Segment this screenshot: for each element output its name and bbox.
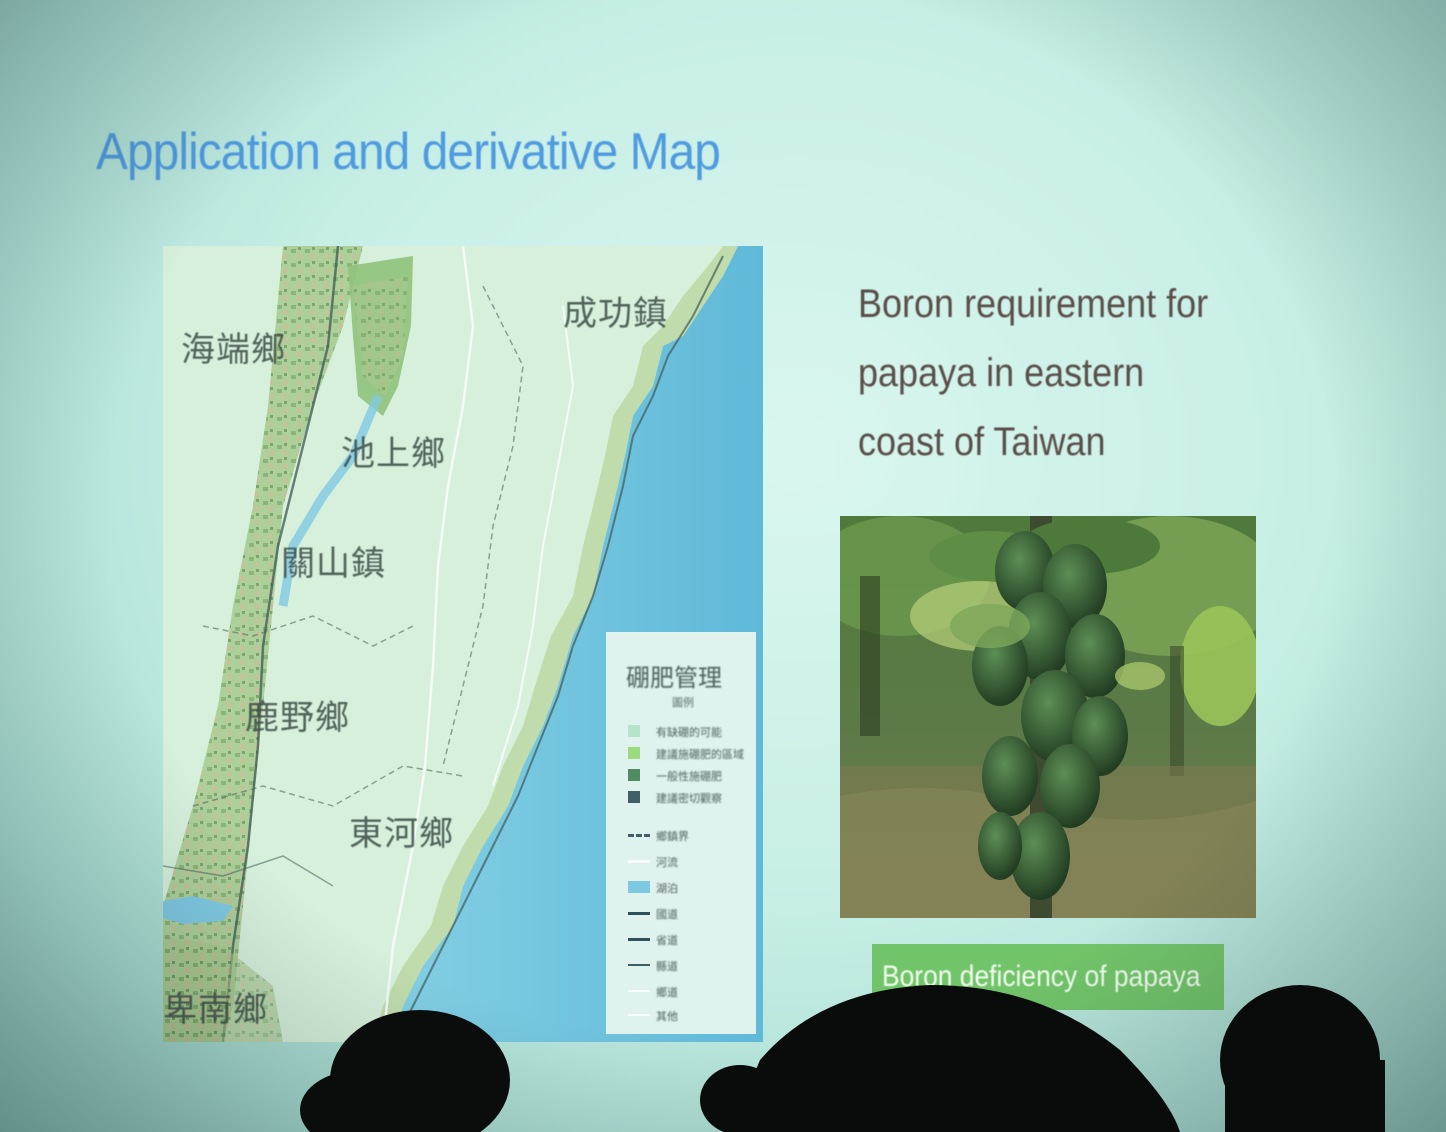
legend-label: 建議施硼肥的區域 (656, 749, 744, 761)
papaya-photo (840, 516, 1256, 918)
legend-line (628, 990, 650, 992)
legend-label: 鄉鎮界 (656, 831, 689, 843)
map-legend: 硼肥管理 圖例 有缺硼的可能 建議施硼肥的區域 一般性施硼肥 建議密切觀察 鄉鎮… (606, 632, 756, 1034)
map-label-chenggong: 成功鎮 (563, 295, 668, 333)
map-label-haiduan: 海端鄉 (181, 331, 286, 369)
legend-line (628, 964, 650, 966)
photo-caption-text: Boron deficiency of papaya (882, 960, 1201, 993)
legend-line (628, 938, 650, 941)
legend-label: 鄉道 (656, 987, 678, 999)
legend-item: 一般性施硼肥 (628, 768, 738, 783)
legend-label: 國道 (656, 909, 678, 921)
legend-label: 有缺硼的可能 (656, 727, 722, 739)
legend-label: 省道 (656, 935, 678, 947)
legend-item: 建議密切觀察 (628, 790, 738, 805)
legend-item: 建議施硼肥的區域 (628, 746, 744, 761)
legend-swatch (628, 747, 640, 759)
slide-title: Application and derivative Map (96, 123, 721, 181)
legend-label: 河流 (656, 857, 678, 869)
map-label-luye: 鹿野鄉 (245, 699, 350, 737)
legend-title: 硼肥管理 (626, 665, 722, 692)
legend-label: 湖泊 (656, 883, 678, 895)
legend-item: 河流 (628, 854, 738, 869)
legend-label: 一般性施硼肥 (656, 771, 722, 783)
legend-line (628, 860, 650, 863)
legend-swatch (628, 769, 640, 781)
legend-item: 省道 (628, 932, 738, 947)
legend-swatch (628, 791, 640, 803)
legend-item: 鄉道 (628, 984, 738, 999)
papaya-tree-image (840, 516, 1256, 918)
legend-item: 有缺硼的可能 (628, 724, 738, 739)
legend-label: 其他 (656, 1011, 678, 1023)
legend-item: 鄉鎮界 (628, 828, 738, 843)
legend-label: 縣道 (656, 961, 678, 973)
legend-line (628, 1014, 650, 1016)
photo-caption: Boron deficiency of papaya (872, 944, 1224, 1010)
legend-subtitle: 圖例 (672, 697, 694, 709)
legend-line (628, 912, 650, 915)
legend-item: 縣道 (628, 958, 738, 973)
legend-item: 國道 (628, 906, 738, 921)
map-label-guanshan: 關山鎮 (281, 545, 386, 583)
slide-heading: Boron requirement for papaya in eastern … (858, 282, 1209, 464)
legend-item: 湖泊 (628, 880, 738, 895)
legend-line (628, 834, 650, 837)
legend-swatch (628, 725, 640, 737)
map-label-chishang: 池上鄉 (341, 435, 446, 473)
legend-swatch (628, 881, 650, 893)
legend-item: 其他 (628, 1008, 738, 1023)
map-label-donghe: 東河鄉 (349, 815, 454, 853)
map-label-beinan: 卑南鄉 (163, 991, 268, 1029)
legend-label: 建議密切觀察 (656, 793, 722, 805)
